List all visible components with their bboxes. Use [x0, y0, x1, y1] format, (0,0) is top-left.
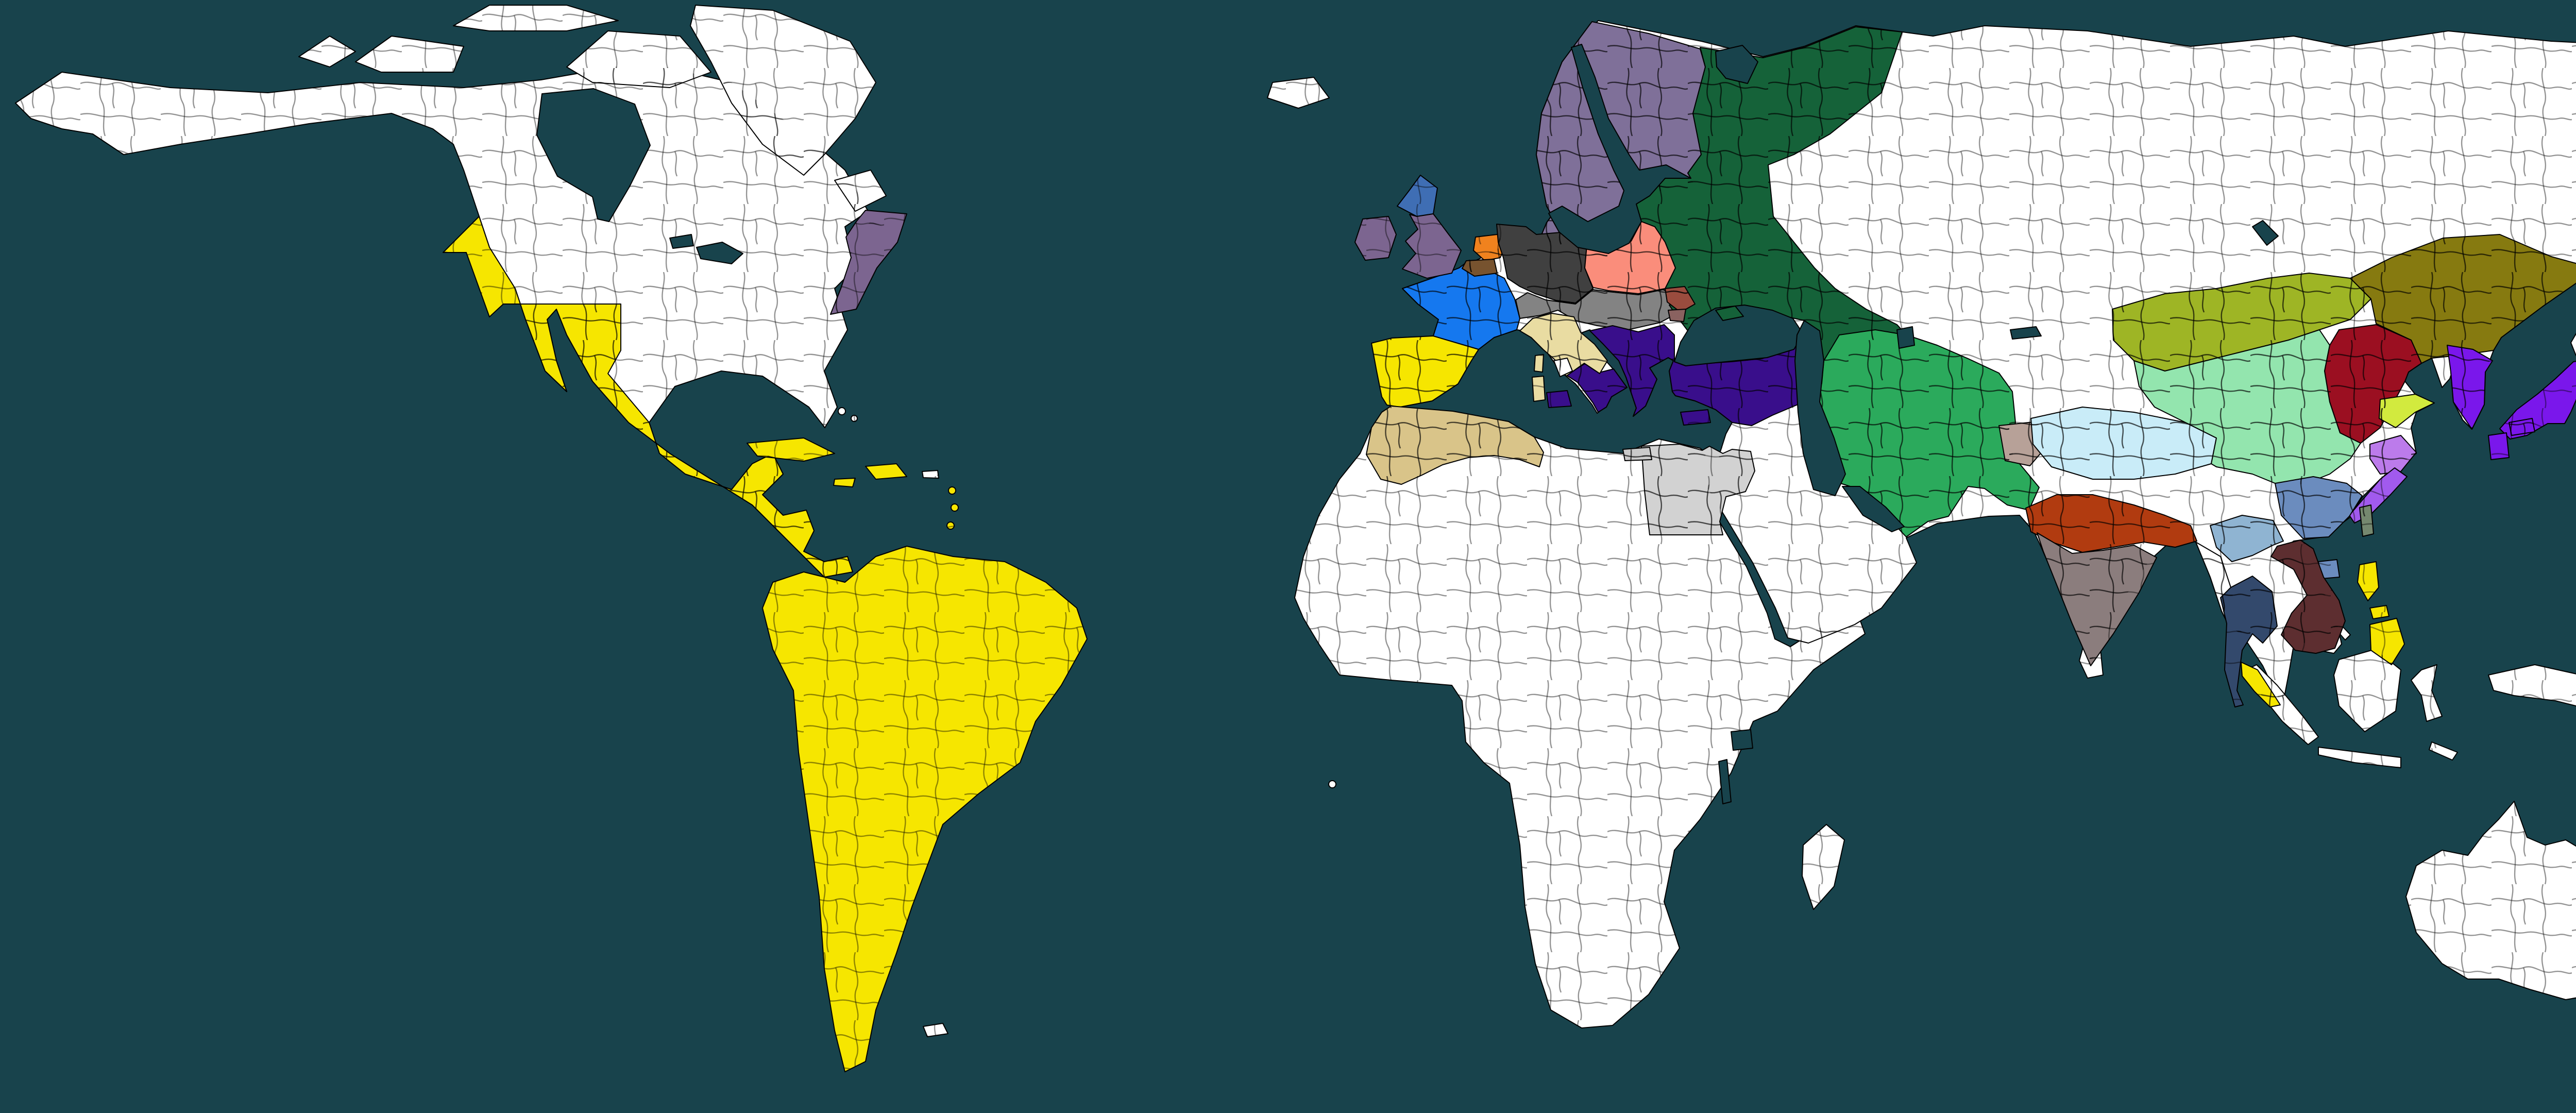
lake-balkhash [2010, 326, 2042, 340]
caspian-sea [1794, 320, 1846, 496]
aral-sea [1896, 326, 1915, 349]
great-lakes-west [669, 234, 694, 249]
black-sea [1674, 305, 1804, 366]
great-lakes-east [696, 242, 743, 264]
lake-tanganyika [1718, 759, 1732, 804]
persian-gulf [1842, 486, 1905, 532]
inland-seas [536, 44, 2279, 804]
white-sea [1715, 45, 1758, 84]
hudson-bay [536, 88, 651, 222]
baltic-sea [1548, 44, 1691, 254]
lake-victoria [1731, 729, 1753, 751]
region-crimea[interactable] [1715, 306, 1744, 321]
peninsulas-over-seas [1715, 306, 1744, 321]
lake-baikal [2252, 220, 2279, 246]
